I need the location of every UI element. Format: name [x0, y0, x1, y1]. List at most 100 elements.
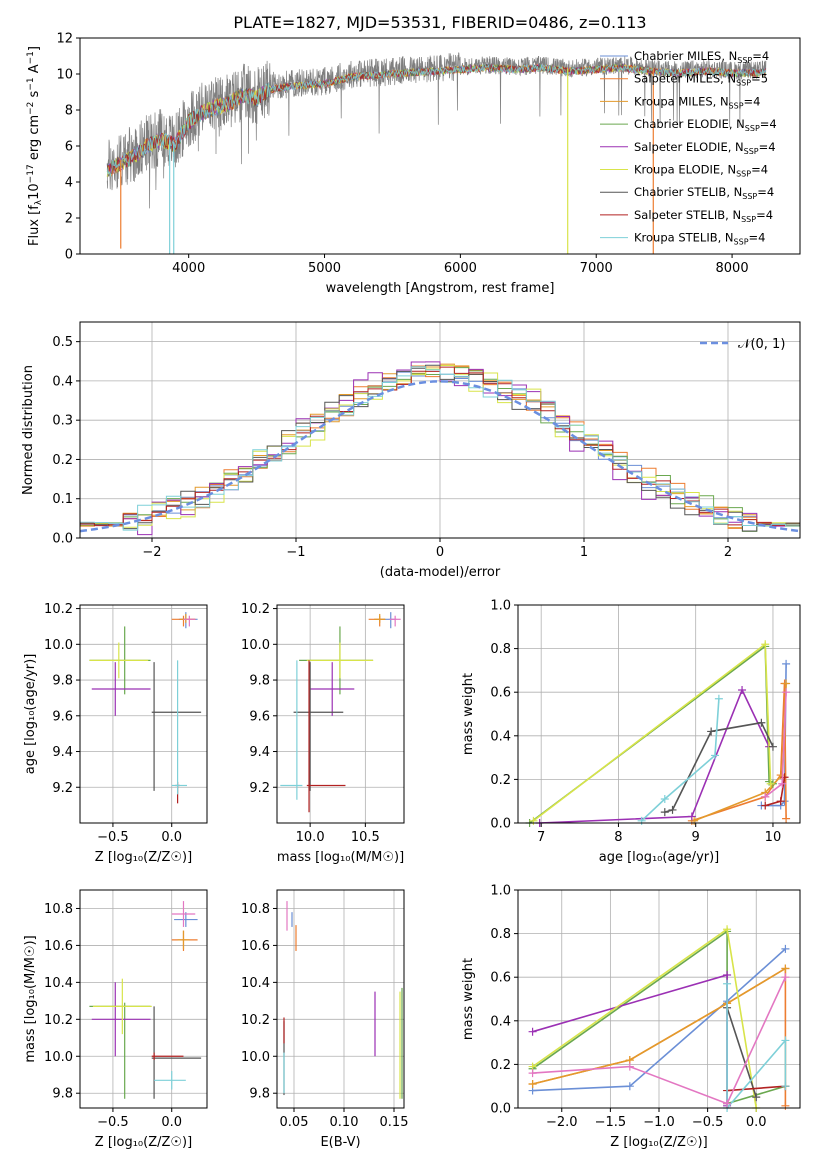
legend-series-name: Chabrier MILES, N — [634, 49, 737, 63]
x-tick-label: 0.10 — [330, 1115, 359, 1130]
y-tick-label: 8 — [65, 104, 73, 119]
x-tick-label: 7000 — [580, 261, 613, 276]
weight-marker — [768, 742, 777, 751]
x-tick-label: 7 — [537, 830, 545, 845]
frame-residuals — [79, 321, 801, 539]
legend-nssp-sub: SSP — [736, 170, 751, 179]
weight-marker — [781, 1101, 790, 1110]
x-axis-label: E(B-V) — [320, 1135, 360, 1150]
legend-nssp-value: =4 — [751, 163, 768, 177]
y-tick-label: 9.8 — [249, 674, 270, 689]
y-tick-label: 0.3 — [52, 414, 73, 429]
weight-marker — [782, 688, 791, 697]
y-tick-label: 6 — [65, 140, 73, 155]
x-tick-label: 0.0 — [746, 1115, 767, 1130]
weight-line — [533, 642, 772, 822]
y-tick-label: 10.2 — [241, 1013, 270, 1028]
legend-series-name: Chabrier STELIB, N — [634, 185, 742, 199]
weight-marker — [625, 1062, 634, 1071]
weight-line — [539, 688, 770, 823]
y-tick-label: 10.6 — [44, 939, 73, 954]
legend-series-name: Kroupa STELIB, N — [634, 231, 734, 245]
legend-nssp-sub: SSP — [729, 101, 744, 110]
y-tick-label: 0.0 — [52, 532, 73, 547]
y-tick-label: 10.4 — [44, 976, 73, 991]
weight-marker — [761, 792, 770, 801]
axes-spectrum: 4000 5000 6000 7000 8000 0 2 4 6 8 10 12 wavelength … — [56, 32, 748, 297]
x-tick-label: 8 — [614, 830, 622, 845]
y-tick-label: 10.6 — [241, 939, 270, 954]
x-tick-label: 0.05 — [280, 1115, 309, 1130]
axes-age_vs_Z: −0.5 0.0 9.2 9.4 9.6 9.8 10.0 10.2 Z [log₁₀(Z/Z☉… — [23, 602, 207, 865]
y-axis-label: age [log₁₀(age/yr)] — [23, 654, 38, 775]
y-tick-label: 1.0 — [490, 884, 511, 899]
x-tick-label: 9 — [692, 830, 700, 845]
axes-mass_vs_ebv: 0.05 0.10 0.15 9.8 10.0 10.2 10.4 10.6 10.8 E(B-V… — [241, 890, 408, 1150]
weight-marker — [723, 979, 732, 988]
weight-marker — [781, 973, 790, 982]
legend-label: Salpeter ELODIE, NSSP=4 — [634, 140, 776, 156]
legend-label: Chabrier ELODIE, NSSP=4 — [634, 117, 777, 133]
y-tick-label: 10.0 — [241, 638, 270, 653]
weight-marker — [781, 1036, 790, 1045]
y-tick-label: 0.2 — [490, 773, 511, 788]
y-tick-label: 10.8 — [241, 902, 270, 917]
data-spectrum-line — [106, 52, 767, 209]
weight-line — [532, 967, 786, 1085]
y-tick-label: 0.0 — [490, 1102, 511, 1117]
y-tick-label: 9.2 — [52, 781, 73, 796]
legend-label: Kroupa ELODIE, NSSP=4 — [634, 163, 768, 179]
weight-marker — [782, 659, 791, 668]
weight-marker — [707, 727, 716, 736]
y-tick-label: 10.0 — [44, 1050, 73, 1065]
y-tick-label: 10.4 — [241, 976, 270, 991]
frame-weight_vs_Z — [517, 889, 801, 1109]
weight-marker — [711, 751, 720, 760]
weight-marker — [781, 1082, 790, 1091]
x-tick-label: 8000 — [716, 261, 749, 276]
weight-line — [532, 927, 757, 1108]
x-axis-label: (data-model)/error — [380, 565, 501, 580]
y-axis-label-part: −2 — [26, 102, 36, 115]
weight-marker — [528, 1080, 537, 1089]
y-tick-label: 0.4 — [490, 1014, 511, 1029]
legend-nssp-sub: SSP — [736, 79, 751, 88]
x-tick-label: −0.5 — [692, 1115, 724, 1130]
x-axis-label: wavelength [Angstrom, rest frame] — [326, 281, 555, 296]
y-tick-label: 0.5 — [52, 335, 73, 350]
x-axis-label: Z [log₁₀(Z/Z☉)] — [610, 1135, 707, 1150]
y-tick-label: 9.6 — [52, 709, 73, 724]
y-tick-label: 2 — [65, 212, 73, 227]
frame-age_vs_Z — [79, 604, 208, 824]
x-tick-label: 5000 — [308, 261, 341, 276]
x-tick-label: 10.0 — [296, 830, 325, 845]
y-tick-label: 0.2 — [490, 1058, 511, 1073]
weight-marker — [528, 1027, 537, 1036]
x-tick-label: 1 — [580, 545, 588, 560]
y-tick-label: 0.6 — [490, 971, 511, 986]
x-tick-label: 6000 — [444, 261, 477, 276]
legend-nssp-sub: SSP — [741, 215, 756, 224]
weight-marker — [757, 718, 766, 727]
weight-marker — [723, 971, 732, 980]
y-axis-label-part: −1 — [26, 51, 36, 64]
weight-marker — [778, 779, 787, 788]
residual-histogram — [80, 366, 800, 531]
frame-weight_vs_age — [517, 604, 801, 824]
legend-series-name: Kroupa MILES, N — [634, 94, 729, 108]
frame-mass_vs_ebv — [276, 889, 405, 1109]
weight-marker — [761, 640, 770, 649]
y-tick-label: 0 — [65, 248, 73, 263]
weight-line — [532, 976, 787, 1105]
weight-marker — [668, 805, 677, 814]
y-tick-label: 1.0 — [490, 599, 511, 614]
y-tick-label: 0.0 — [490, 817, 511, 832]
weight-marker — [738, 686, 747, 695]
axes-weight_vs_Z: −2.0 −1.5 −1.0 −0.5 0.0 0.0 0.2 0.4 0.6 0.8 1.0 Z [… — [461, 884, 800, 1150]
legend-nssp-value: =4 — [756, 208, 773, 222]
weight-marker — [660, 795, 669, 804]
residual-legend: 𝒩(0, 1) — [700, 337, 785, 352]
y-axis-label: mass [log₁₀(M/M☉)] — [23, 935, 38, 1062]
y-axis-label-part: −17 — [26, 164, 36, 183]
